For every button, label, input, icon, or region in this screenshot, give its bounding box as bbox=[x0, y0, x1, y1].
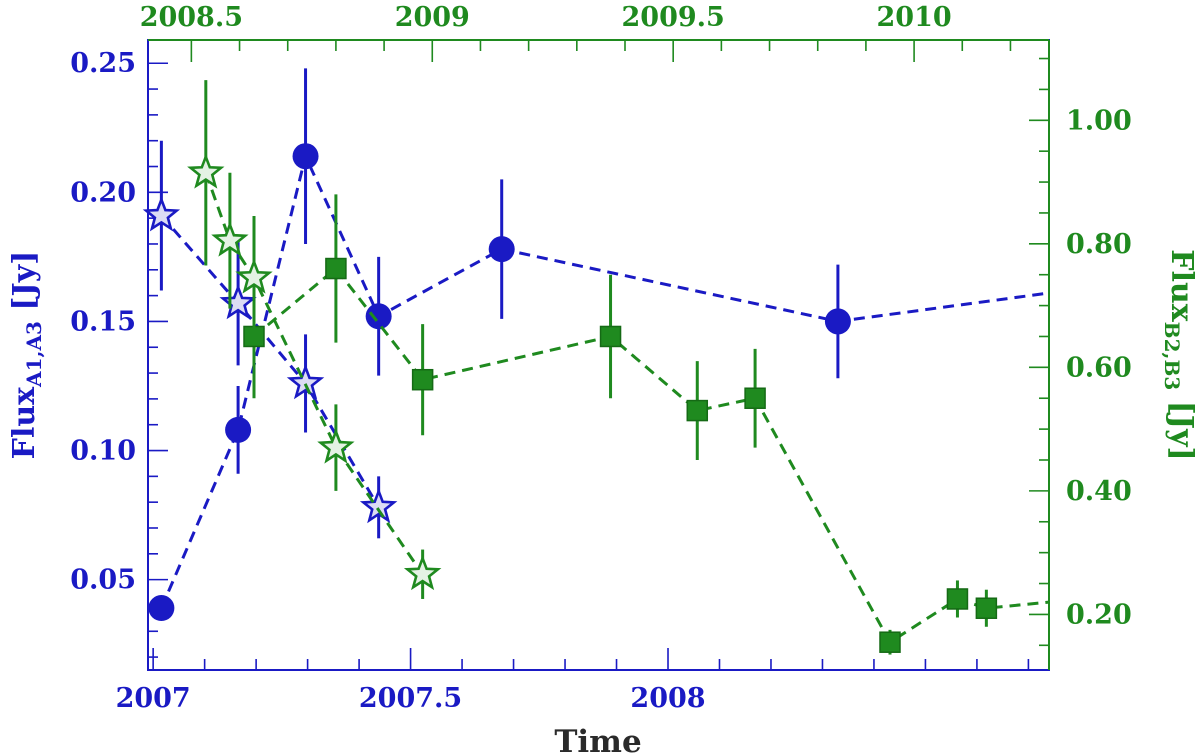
data-point-square bbox=[975, 597, 998, 619]
y-axis-label-right-sub: B2,B3 bbox=[1160, 322, 1184, 391]
series-0-circle bbox=[148, 68, 1050, 622]
y-axis-label-left: FluxA1,A3 [Jy] bbox=[7, 251, 46, 460]
axis-ticks: 2007 2007.5 2008 2008.5 2009 2009.5 2010 0.05 0.… bbox=[70, 2, 1132, 714]
y-right-tick-label: 0.40 bbox=[1066, 476, 1132, 507]
data-point-square bbox=[599, 325, 622, 348]
y-right-tick-label: 1.00 bbox=[1066, 105, 1132, 136]
x-top-tick-label: 2008.5 bbox=[140, 2, 243, 33]
y-axis-label-left-sub: A1,A3 bbox=[22, 321, 46, 388]
data-point-star bbox=[235, 258, 273, 294]
x-top-tick-label: 2010 bbox=[877, 2, 952, 33]
data-point-star bbox=[142, 195, 181, 232]
x-top-tick-label: 2009 bbox=[395, 2, 470, 33]
x-bottom-tick-label: 2008 bbox=[630, 683, 705, 714]
data-point-square bbox=[879, 631, 901, 653]
y-axis-label-left-unit: [Jy] bbox=[7, 251, 42, 311]
series-3-star bbox=[187, 80, 442, 599]
data-point-circle bbox=[225, 416, 252, 443]
x-top-tick-label: 2009.5 bbox=[622, 2, 725, 33]
data-point-square bbox=[686, 399, 709, 422]
y-axis-label-left-space bbox=[7, 311, 42, 321]
data-point-star bbox=[359, 487, 398, 524]
y-left-tick-label: 0.25 bbox=[70, 48, 136, 79]
data-point-star bbox=[317, 427, 355, 464]
data-point-square bbox=[946, 588, 969, 610]
y-right-tick-label: 0.20 bbox=[1066, 599, 1132, 630]
data-point-circle bbox=[148, 595, 175, 622]
data-point-square bbox=[411, 368, 434, 391]
data-point-circle bbox=[824, 308, 851, 335]
data-point-square bbox=[744, 387, 766, 409]
y-right-tick-label: 0.60 bbox=[1066, 352, 1132, 383]
y-right-tick-label: 0.80 bbox=[1066, 229, 1132, 260]
x-axis-label: Time bbox=[554, 724, 641, 755]
y-left-tick-label: 0.15 bbox=[70, 306, 136, 337]
y-axis-label-right-main: Flux bbox=[1164, 249, 1199, 323]
y-left-tick-label: 0.10 bbox=[70, 436, 136, 467]
data-point-circle bbox=[488, 236, 515, 263]
data-series bbox=[142, 68, 1050, 655]
series-line bbox=[253, 266, 1050, 645]
x-bottom-tick-label: 2007.5 bbox=[359, 683, 462, 714]
data-point-star bbox=[403, 554, 442, 591]
data-point-star bbox=[187, 153, 225, 189]
data-point-square bbox=[325, 257, 347, 280]
data-point-circle bbox=[292, 143, 319, 170]
data-point-star bbox=[286, 363, 325, 400]
data-point-star bbox=[219, 283, 257, 320]
y-left-tick-label: 0.20 bbox=[70, 177, 136, 208]
data-point-star bbox=[211, 221, 249, 257]
y-axis-label-right-space bbox=[1164, 390, 1199, 400]
y-axis-label-right-unit: [Jy] bbox=[1164, 401, 1199, 461]
series-2-square bbox=[243, 194, 1050, 655]
y-axis-label-right: FluxB2,B3 [Jy] bbox=[1160, 249, 1199, 460]
y-axis-label-left-main: Flux bbox=[7, 386, 42, 460]
series-line bbox=[204, 172, 424, 576]
data-point-circle bbox=[365, 303, 392, 330]
y-left-tick-label: 0.05 bbox=[70, 565, 136, 596]
x-bottom-tick-label: 2007 bbox=[116, 683, 191, 714]
